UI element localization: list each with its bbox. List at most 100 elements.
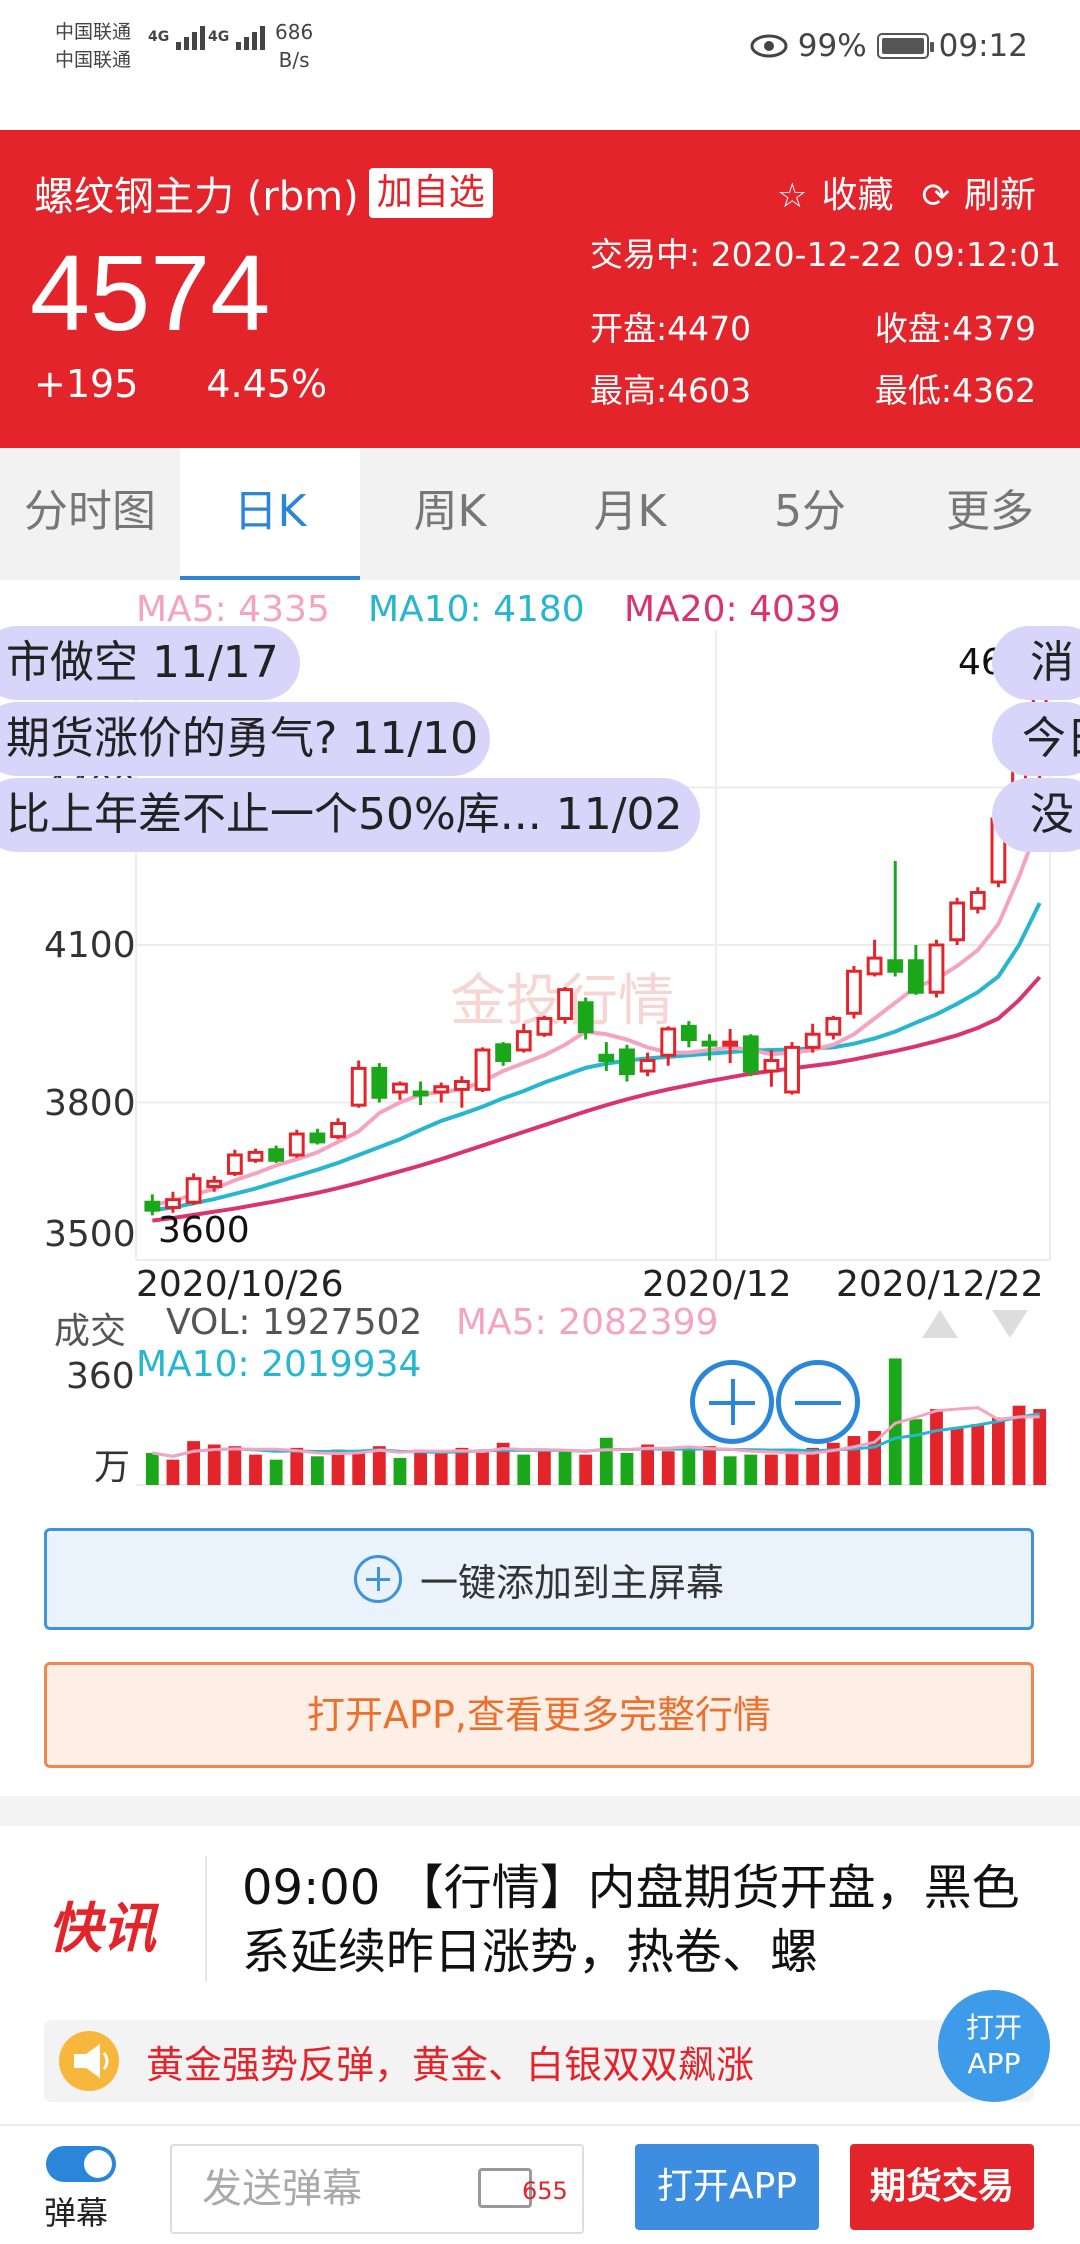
speed-value: 686 xyxy=(275,20,314,44)
volume-bar xyxy=(455,1447,469,1485)
ad-text: 黄金强势反弹，黄金、白银双双飙涨 xyxy=(146,2042,755,2087)
volume-bar xyxy=(723,1456,737,1485)
open-app-more-button[interactable]: 打开APP,查看更多完整行情 xyxy=(44,1662,1034,1768)
volume-bar xyxy=(517,1454,531,1485)
volume-bar xyxy=(311,1456,324,1485)
open-app-button[interactable]: 打开APP xyxy=(635,2144,819,2230)
status-bar: 中国联通 中国联通 4G 4G 686 B/s 99% 09:12 xyxy=(0,0,1080,130)
mail-count-badge: 655 xyxy=(522,2177,568,2205)
price-change: +195 4.45% xyxy=(34,362,327,406)
refresh-button[interactable]: ⟳ 刷新 xyxy=(921,166,1036,218)
network-speed: 686 B/s xyxy=(275,18,313,74)
add-watchlist-button[interactable]: 加自选 xyxy=(368,168,493,218)
candle-body xyxy=(639,1059,656,1073)
zoom-in-button[interactable] xyxy=(690,1360,774,1444)
ma10-line xyxy=(152,902,1042,1213)
battery-icon xyxy=(876,33,934,59)
candle-body xyxy=(949,901,966,942)
volume-bar xyxy=(744,1454,758,1485)
candle-body xyxy=(680,1024,697,1041)
candle-body xyxy=(907,959,924,994)
volume-bar xyxy=(971,1424,985,1485)
star-icon: ☆ xyxy=(776,176,808,216)
candle-body xyxy=(392,1082,408,1094)
last-price: 4574 xyxy=(30,232,271,353)
volume-bar xyxy=(496,1442,510,1485)
tab-monthly-k[interactable]: 月K xyxy=(593,486,667,537)
volume-bar xyxy=(434,1451,448,1485)
x-label-start: 2020/10/26 xyxy=(136,1264,344,1305)
danmaku-bubble[interactable]: 消 xyxy=(992,626,1080,700)
tab-weekly-k[interactable]: 周K xyxy=(413,486,487,537)
news-flash[interactable]: 快讯 09:00 【行情】内盘期货开盘，黑色系延续昨日涨势，热卷、螺 xyxy=(0,1826,1080,2012)
tab-more[interactable]: 更多 xyxy=(946,486,1034,537)
danmaku-toggle[interactable] xyxy=(46,2146,116,2182)
carrier-2: 中国联通 xyxy=(55,49,132,71)
candle-body xyxy=(433,1085,450,1094)
x-label-end: 2020/12/22 xyxy=(836,1264,1044,1305)
signal-icon-1: 4G xyxy=(148,24,214,50)
volume-ma10: MA10: 2019934 xyxy=(136,1344,422,1385)
candle-body xyxy=(969,891,986,910)
volume-bar xyxy=(290,1447,304,1485)
candle-body xyxy=(557,988,573,1020)
ad-banner[interactable]: 黄金强势反弹，黄金、白银双双飙涨 xyxy=(44,2020,1034,2102)
scroll-down-icon[interactable] xyxy=(990,1306,1030,1340)
favorite-button[interactable]: ☆ 收藏 xyxy=(777,166,894,218)
megaphone-icon xyxy=(59,2031,119,2091)
danmaku-bubble[interactable]: 市做空 11/17 xyxy=(0,626,300,700)
candle-body xyxy=(598,1053,615,1062)
volume-bar xyxy=(207,1444,221,1485)
volume-bar xyxy=(269,1459,283,1485)
floating-line-2: APP xyxy=(967,2047,1021,2080)
signal-type-2: 4G xyxy=(208,29,230,45)
danmaku-bubble[interactable]: 今日 xyxy=(992,702,1080,776)
danmaku-placeholder: 发送弹幕 xyxy=(202,2166,362,2212)
kline-chart[interactable]: MA5: 4335 MA10: 4180 MA20: 4039 金投行情 440… xyxy=(0,580,1080,1520)
volume-bar xyxy=(1033,1409,1047,1485)
volume-bar xyxy=(249,1454,262,1485)
ma5-line xyxy=(151,820,1042,1207)
candle-body xyxy=(309,1132,326,1144)
volume-bar xyxy=(372,1446,386,1485)
candle-body xyxy=(371,1066,388,1099)
tab-5min[interactable]: 5分 xyxy=(774,486,846,537)
scroll-up-icon[interactable] xyxy=(920,1306,960,1340)
volume-bar xyxy=(641,1444,654,1485)
candle-body xyxy=(536,1017,553,1036)
danmaku-input[interactable]: 发送弹幕 655 xyxy=(170,2144,584,2234)
volume-bar xyxy=(930,1409,943,1485)
danmaku-bubble[interactable]: 比上年差不止一个50%库... 11/02 xyxy=(0,778,700,852)
instrument-name: 螺纹钢主力 (rbm) xyxy=(34,174,359,220)
add-to-home-button[interactable]: 一键添加到主屏幕 xyxy=(44,1528,1034,1630)
candle-body xyxy=(474,1048,491,1091)
candle-body xyxy=(701,1040,718,1047)
zoom-out-button[interactable] xyxy=(776,1360,860,1444)
mail-icon[interactable] xyxy=(478,2168,532,2208)
volume-bar xyxy=(847,1436,861,1485)
futures-trade-button[interactable]: 期货交易 xyxy=(850,2144,1034,2230)
danmaku-text: 没 xyxy=(1030,789,1074,840)
favorite-label: 收藏 xyxy=(821,175,894,216)
danmaku-text: 市做空 11/17 xyxy=(6,637,279,688)
danmaku-bubble[interactable]: 没 xyxy=(992,778,1080,852)
news-logo: 快讯 xyxy=(48,1897,156,1960)
tab-intraday[interactable]: 分时图 xyxy=(24,486,156,537)
volume-bar xyxy=(765,1454,778,1485)
volume-ma5-line xyxy=(152,1406,1040,1458)
danmaku-bubble[interactable]: 期货涨价的勇气? 11/10 xyxy=(0,702,490,776)
add-to-home-label: 一键添加到主屏幕 xyxy=(419,1560,724,1605)
y-tick-3500: 3500 xyxy=(44,1214,136,1255)
ma20-line xyxy=(152,975,1042,1223)
carrier-info: 中国联通 中国联通 xyxy=(55,18,131,74)
price-stats: 开盘:4470 收盘:4379 最高:4603 最低:4362 xyxy=(590,298,1036,422)
tab-daily-k[interactable]: 日K xyxy=(180,448,360,580)
floating-open-app-button[interactable]: 打开 APP xyxy=(938,1990,1050,2102)
volume-bar xyxy=(558,1451,572,1485)
signal-type-1: 4G xyxy=(148,29,170,45)
volume-bar xyxy=(187,1441,200,1485)
candle-body xyxy=(515,1030,532,1052)
candle-body xyxy=(206,1179,223,1188)
candle-body xyxy=(144,1200,161,1212)
plus-circle-icon xyxy=(353,1555,402,1603)
